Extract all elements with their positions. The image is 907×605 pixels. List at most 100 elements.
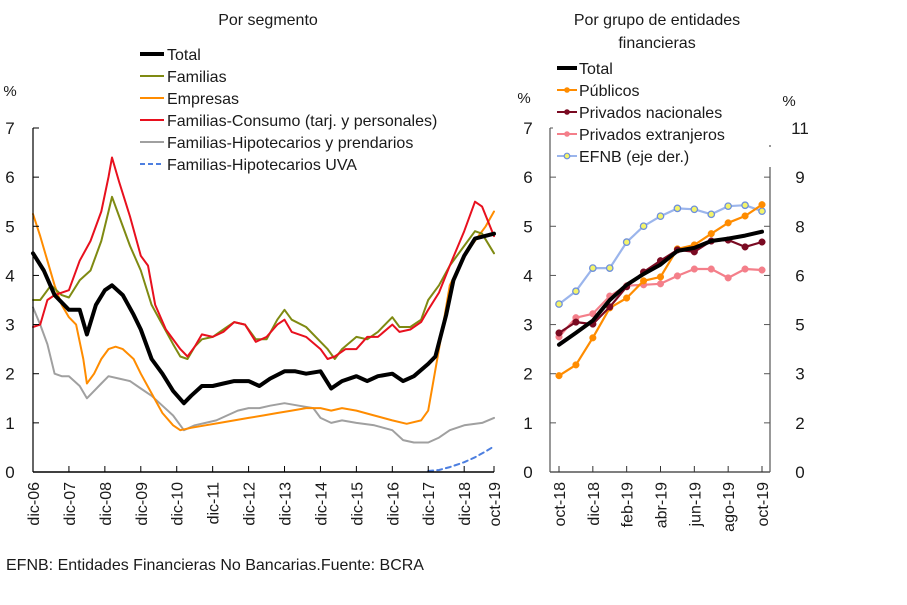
legend-label: Total <box>579 61 613 78</box>
legend-label: Privados nacionales <box>579 105 722 122</box>
data-point <box>639 222 648 231</box>
data-point <box>690 205 699 214</box>
legend-marker <box>563 152 571 160</box>
left-x-tick-label: dic-17 <box>421 482 438 526</box>
left-x-tick-label: oct-19 <box>487 482 504 527</box>
legend-item-familias-consumo-tarj-y-personales: Familias-Consumo (tarj. y personales) <box>140 113 437 130</box>
series-total <box>557 229 764 347</box>
legend-background <box>553 103 773 123</box>
right-y-tick-label-right: 11 <box>791 119 809 138</box>
right-y-tick-label-right: 9 <box>795 168 804 187</box>
right-y-tick-label-left: 3 <box>523 316 532 335</box>
legend-label: EFNB (eje der.) <box>579 149 689 166</box>
left-x-tick-label: dic-11 <box>206 482 223 524</box>
left-y-unit: % <box>3 83 16 100</box>
left-x-tick-label: dic-09 <box>134 482 151 526</box>
series-line-familias <box>32 195 495 360</box>
series-line-publicos <box>557 203 764 377</box>
left-x-tick-labels: dic-06 dic-07 dic-08 dic-09 dic-10 dic-11 dic-… <box>26 482 504 527</box>
data-point <box>724 202 733 211</box>
right-x-tick-label: oct-19 <box>755 482 772 527</box>
right-axes <box>549 127 771 473</box>
data-point <box>588 264 597 272</box>
legend-item-familias: Familias <box>140 69 227 86</box>
series-publicos <box>555 201 766 380</box>
right-series-group <box>555 201 766 380</box>
legend-item-familias-hipotecarios-uva: Familias-Hipotecarios UVA <box>140 157 357 174</box>
left-y-tick-label: 7 <box>5 119 14 138</box>
data-point <box>589 334 597 342</box>
legend-item-total: Total <box>140 47 201 64</box>
data-point <box>555 300 563 308</box>
series-line-familias-hipotecarios-y-prendarios <box>32 306 495 444</box>
left-axes <box>32 127 495 473</box>
legend-item-efnb-eje-der: EFNB (eje der.) <box>553 147 773 167</box>
series-line-total <box>31 231 496 406</box>
legend-item-total: Total <box>553 59 773 79</box>
legend-background <box>553 147 773 167</box>
left-x-tick-label: dic-14 <box>313 482 330 526</box>
legend-background <box>553 81 773 101</box>
data-point <box>707 210 716 219</box>
data-point <box>623 294 631 302</box>
right-y-tick-label-right: 8 <box>795 217 804 236</box>
data-point <box>572 318 580 326</box>
data-point <box>690 265 698 273</box>
right-y-tick-label-right: 5 <box>795 316 804 335</box>
right-y-tick-label-right: 0 <box>795 463 804 482</box>
data-point <box>741 243 749 251</box>
left-y-tick-label: 6 <box>5 168 14 187</box>
left-chart-title: Por segmento <box>218 12 318 29</box>
right-y-tick-label-left: 5 <box>523 217 532 236</box>
source-note: EFNB: Entidades Financieras No Bancarias… <box>6 557 424 574</box>
data-point <box>572 361 580 369</box>
right-y-tick-label-right: 6 <box>795 266 804 285</box>
data-point <box>724 274 732 282</box>
data-point <box>707 265 715 273</box>
data-point <box>673 272 681 280</box>
data-point <box>640 277 648 285</box>
data-point <box>572 287 580 296</box>
legend-label: Privados extranjeros <box>579 127 725 144</box>
series-line-familias-hipotecarios-uva <box>427 445 495 472</box>
right-x-tick-label: jun-19 <box>687 482 704 528</box>
right-y-tick-label-left: 6 <box>523 168 532 187</box>
legend-item-privados-nacionales: Privados nacionales <box>553 103 773 123</box>
left-x-tick-label: dic-13 <box>278 482 295 526</box>
legend-label: Total <box>167 47 201 64</box>
legend-label: Familias-Hipotecarios UVA <box>167 157 357 174</box>
left-x-tick-label: dic-10 <box>170 482 187 526</box>
legend-item-publicos: Públicos <box>553 81 773 101</box>
legend-marker <box>564 131 570 137</box>
series-line-empresas <box>32 210 495 432</box>
left-series-group <box>31 156 496 472</box>
data-point <box>724 219 732 227</box>
right-legend: Total Públicos Privados nacionales Privados… <box>553 59 773 167</box>
legend-label: Familias-Hipotecarios y prendarios <box>167 135 413 152</box>
right-y-tick-label-left: 7 <box>523 119 532 138</box>
data-point <box>555 372 563 380</box>
right-chart-title-line-1: Por grupo de entidades <box>574 12 740 29</box>
legend-item-familias-hipotecarios-y-prendarios: Familias-Hipotecarios y prendarios <box>140 135 413 152</box>
data-point <box>673 204 682 213</box>
data-point <box>758 201 766 209</box>
data-point <box>741 212 749 220</box>
data-point <box>656 212 665 221</box>
data-point <box>758 238 766 246</box>
right-y-tick-label-right: 3 <box>795 365 804 384</box>
left-x-tick-label: dic-12 <box>242 482 259 526</box>
right-y-tick-labels-left: 0 1 2 3 4 5 6 7 <box>523 119 532 482</box>
right-y-tick-label-left: 1 <box>523 414 532 433</box>
legend-marker <box>564 87 570 93</box>
right-y-unit-left: % <box>517 90 530 107</box>
legend-background <box>553 125 773 145</box>
left-y-tick-label: 0 <box>5 463 14 482</box>
legend-background <box>553 59 773 79</box>
series-line-familias-consumo-tarj-y-personales <box>32 156 495 360</box>
left-x-tick-label: dic-08 <box>98 482 115 526</box>
legend-label: Familias-Consumo (tarj. y personales) <box>167 113 437 130</box>
right-y-tick-labels-right: 0 2 3 5 6 8 9 11 <box>791 119 809 482</box>
data-point <box>622 238 631 246</box>
